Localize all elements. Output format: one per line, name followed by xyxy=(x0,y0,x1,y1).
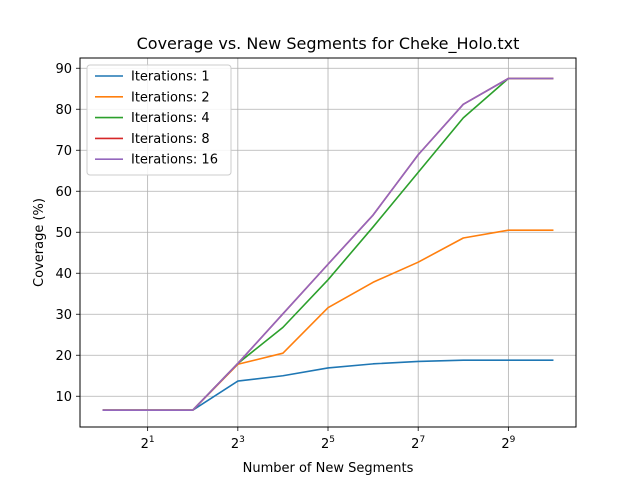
y-tick-label: 30 xyxy=(55,308,72,323)
legend-box xyxy=(86,64,232,176)
legend-label: Iterations: 4 xyxy=(131,111,210,126)
y-tick-label: 80 xyxy=(55,103,72,118)
legend-label: Iterations: 1 xyxy=(131,70,210,85)
y-tick-label: 10 xyxy=(55,390,72,405)
chart-title: Coverage vs. New Segments for Cheke_Holo… xyxy=(137,34,520,54)
legend-label: Iterations: 2 xyxy=(131,90,210,105)
x-tick-label: 23 xyxy=(231,435,245,452)
legend-label: Iterations: 8 xyxy=(131,132,210,147)
x-tick-label: 27 xyxy=(411,435,425,452)
y-axis-title: Coverage (%) xyxy=(32,198,47,287)
series-layer xyxy=(102,77,554,411)
y-tick-label: 20 xyxy=(55,349,72,364)
x-axis-ticks: 21 23 25 27 29 xyxy=(141,427,516,452)
legend-label: Iterations: 16 xyxy=(131,153,218,168)
y-tick-label: 60 xyxy=(55,185,72,200)
y-axis-ticks: 10 20 30 40 50 60 70 80 90 xyxy=(55,62,80,405)
legend: Iterations: 1 Iterations: 2 Iterations: 4 I… xyxy=(86,64,232,176)
y-tick-label: 70 xyxy=(55,144,72,159)
x-tick-label: 25 xyxy=(321,435,335,452)
x-axis-title: Number of New Segments xyxy=(243,461,414,476)
y-tick-label: 90 xyxy=(55,62,72,77)
series-line xyxy=(102,77,554,411)
y-tick-label: 50 xyxy=(55,226,72,241)
x-tick-label: 21 xyxy=(141,435,155,452)
x-tick-label: 29 xyxy=(501,435,515,452)
y-tick-label: 40 xyxy=(55,267,72,282)
